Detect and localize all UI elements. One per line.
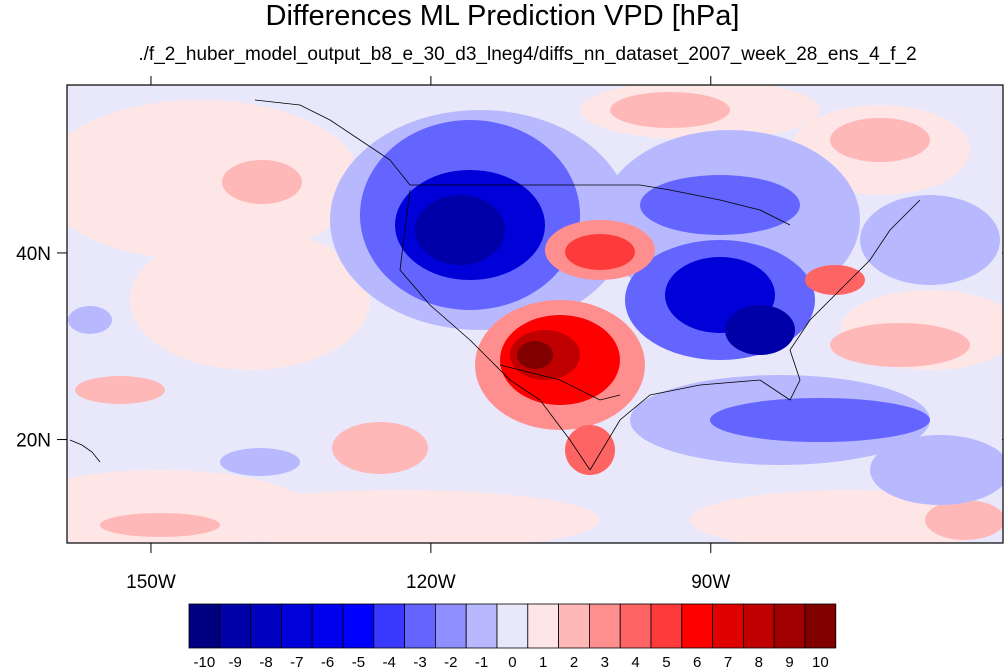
colorbar-swatch bbox=[712, 603, 744, 649]
anomaly-region-positive bbox=[332, 422, 428, 474]
colorbar-swatch bbox=[589, 603, 621, 649]
lon-tick-label: 90W bbox=[691, 572, 730, 593]
colorbar-label: 4 bbox=[631, 654, 639, 671]
colorbar-swatch bbox=[311, 603, 344, 649]
colorbar-label: -4 bbox=[383, 654, 396, 671]
anomaly-region-negative bbox=[415, 195, 505, 265]
colorbar-label: 7 bbox=[724, 654, 732, 671]
colorbar-swatch bbox=[650, 603, 683, 649]
colorbar-label: 0 bbox=[508, 654, 516, 671]
anomaly-region-positive bbox=[925, 500, 1003, 540]
colorbar-swatch bbox=[188, 603, 221, 649]
colorbar-swatch bbox=[773, 603, 806, 649]
colorbar-label: 9 bbox=[785, 654, 793, 671]
anomaly-region-positive bbox=[130, 230, 370, 370]
map-title: Differences ML Prediction VPD [hPa] bbox=[265, 0, 740, 32]
colorbar-label: -10 bbox=[194, 654, 216, 671]
alaska-canada-coast bbox=[254, 99, 411, 186]
colorbar-label: 2 bbox=[570, 654, 578, 671]
anomaly-region-positive bbox=[830, 118, 930, 162]
map-subtitle: ./f_2_huber_model_output_b8_e_30_d3_lneg… bbox=[138, 44, 917, 65]
canada-us-border bbox=[410, 184, 791, 226]
lon-tick-label: 150W bbox=[126, 572, 176, 593]
colorbar-swatch bbox=[342, 603, 375, 649]
colorbar-label: 6 bbox=[693, 654, 701, 671]
colorbar-label: 8 bbox=[755, 654, 763, 671]
colorbar-label: -1 bbox=[475, 654, 488, 671]
anomaly-region-positive bbox=[200, 490, 600, 543]
south-east-coastline bbox=[589, 199, 921, 471]
anomaly-region-positive bbox=[517, 341, 553, 369]
anomaly-region-negative bbox=[640, 175, 800, 235]
anomaly-region-positive bbox=[610, 92, 730, 128]
colorbar-label: 5 bbox=[662, 654, 670, 671]
colorbar-label: 3 bbox=[601, 654, 609, 671]
colorbar-swatch bbox=[404, 603, 436, 649]
lon-tick-label: 120W bbox=[406, 572, 456, 593]
colorbar-label: 10 bbox=[812, 654, 829, 671]
colorbar-swatch bbox=[465, 603, 498, 649]
colorbar-swatch bbox=[280, 603, 313, 649]
coastlines bbox=[69, 99, 921, 471]
colorbar-swatch bbox=[434, 603, 467, 649]
hawaii-islands bbox=[69, 439, 101, 463]
lat-tick-label: 40N bbox=[16, 244, 51, 265]
colorbar-swatch bbox=[373, 603, 405, 649]
anomaly-region-positive bbox=[75, 376, 165, 404]
anomaly-region-negative bbox=[710, 398, 930, 442]
anomaly-region-positive bbox=[67, 100, 360, 260]
anomaly-region-positive bbox=[565, 425, 615, 475]
colorbar-swatch bbox=[619, 603, 652, 649]
anomaly-region-positive bbox=[565, 234, 635, 270]
anomaly-region-negative bbox=[860, 195, 1000, 285]
anomaly-region-negative bbox=[725, 305, 795, 355]
anomaly-field bbox=[67, 85, 1003, 543]
mexico-us-border bbox=[499, 364, 621, 401]
anomaly-region-positive bbox=[805, 265, 865, 295]
anomaly-region-positive bbox=[222, 160, 302, 204]
lat-tick-label: 20N bbox=[16, 431, 51, 452]
anomaly-region-negative bbox=[220, 448, 300, 476]
map-frame bbox=[66, 84, 1004, 544]
west-coastline bbox=[399, 189, 591, 471]
anomaly-region-positive bbox=[100, 513, 220, 537]
colorbar-swatch bbox=[743, 603, 775, 649]
colorbar-label: -3 bbox=[413, 654, 426, 671]
map-axes: 150W 120W 90W 40N 20N bbox=[16, 76, 1003, 593]
map-panel bbox=[66, 84, 1004, 544]
colorbar-label: -8 bbox=[259, 654, 272, 671]
colorbar-swatch bbox=[558, 603, 590, 649]
colorbar-swatch bbox=[496, 603, 529, 649]
colorbar-swatch bbox=[804, 603, 837, 649]
colorbar-label: -9 bbox=[229, 654, 242, 671]
anomaly-region-negative bbox=[870, 435, 1003, 505]
colorbar-label: -6 bbox=[321, 654, 334, 671]
colorbar: -10 -9 -8 -7 -6 -5 -4 -3 -2 -1 0 1 2 3 4 5 6 7 8 9 10 bbox=[188, 603, 837, 671]
anomaly-region-negative bbox=[68, 306, 112, 334]
colorbar-label: 1 bbox=[539, 654, 547, 671]
colorbar-swatch bbox=[681, 603, 713, 649]
anomaly-region-positive bbox=[830, 323, 970, 367]
colorbar-label: -2 bbox=[444, 654, 457, 671]
colorbar-swatch bbox=[250, 603, 282, 649]
colorbar-swatch bbox=[527, 603, 559, 649]
colorbar-label: -7 bbox=[290, 654, 303, 671]
colorbar-swatch bbox=[219, 603, 252, 649]
colorbar-label: -5 bbox=[352, 654, 365, 671]
